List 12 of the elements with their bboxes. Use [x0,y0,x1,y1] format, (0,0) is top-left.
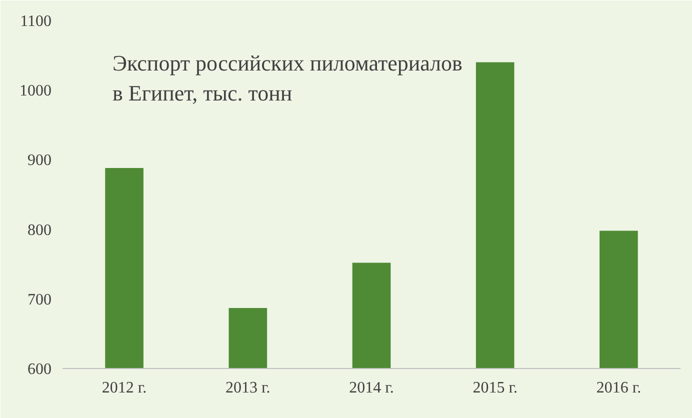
text: Экспорт российских пиломатериалов в Египет, тыс. тонн [112,50,462,106]
x-tick-label: 2014 г. [349,380,394,396]
y-tick-label: 900 [28,152,52,170]
x-tick-label: 2015 г. [472,380,518,396]
x-tick-label: 2013 г. [226,380,270,396]
y-tick-label: 600 [28,361,52,378]
y-tick-label: 1100 [20,13,52,30]
x-tick-label: 2016 г. [596,380,642,396]
y-tick-label: 800 [28,222,52,239]
x-tick-label: 2012 г. [102,380,147,396]
y-tick-label: 1000 [20,82,52,100]
y-tick-label: 700 [28,291,52,308]
